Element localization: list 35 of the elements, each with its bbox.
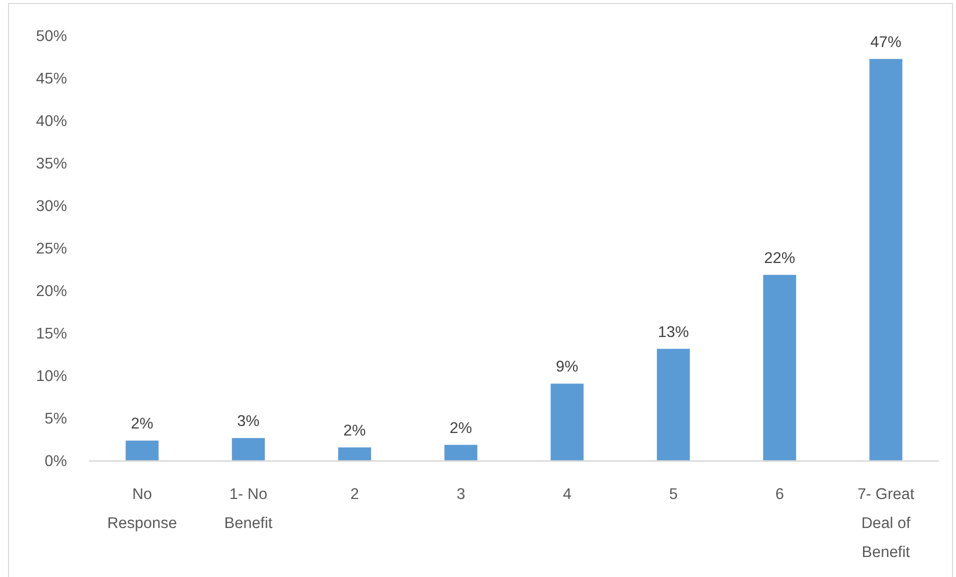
x-tick-label: No Response <box>107 486 178 532</box>
y-tick-label: 15% <box>36 325 68 342</box>
y-tick-label: 25% <box>36 240 68 258</box>
x-tick-label: 2 <box>350 486 359 503</box>
bar <box>338 447 372 461</box>
data-label: 2% <box>450 420 472 437</box>
bar <box>126 440 159 461</box>
data-label: 9% <box>556 358 579 376</box>
x-tick-label: 5 <box>669 486 678 503</box>
x-tick-label: 7- Great Deal of Benefit <box>857 486 915 561</box>
bar <box>656 348 690 461</box>
y-tick-label: 45% <box>36 70 68 88</box>
y-tick-label: 35% <box>36 155 68 172</box>
data-label: 47% <box>870 34 902 51</box>
x-tick-label: 4 <box>562 486 572 503</box>
y-tick-label: 30% <box>36 198 68 215</box>
y-tick-label: 20% <box>36 282 68 300</box>
bar <box>232 438 265 461</box>
bar <box>444 444 478 461</box>
bar <box>869 58 902 461</box>
y-tick-label: 0% <box>44 452 68 470</box>
data-label: 13% <box>658 324 690 341</box>
data-label: 3% <box>237 413 260 430</box>
x-tick-label: 3 <box>456 486 466 503</box>
data-label: 2% <box>343 422 366 440</box>
bar <box>550 384 584 461</box>
y-tick-label: 10% <box>36 368 68 385</box>
y-tick-label: 50% <box>36 28 68 45</box>
data-label: 22% <box>764 250 796 267</box>
y-tick-label: 5% <box>44 410 68 428</box>
x-tick-label: 6 <box>775 486 784 503</box>
x-tick-label: 1- No Benefit <box>224 486 274 532</box>
y-tick-label: 40% <box>36 112 68 130</box>
data-label: 2% <box>130 416 154 433</box>
bar <box>763 274 796 461</box>
